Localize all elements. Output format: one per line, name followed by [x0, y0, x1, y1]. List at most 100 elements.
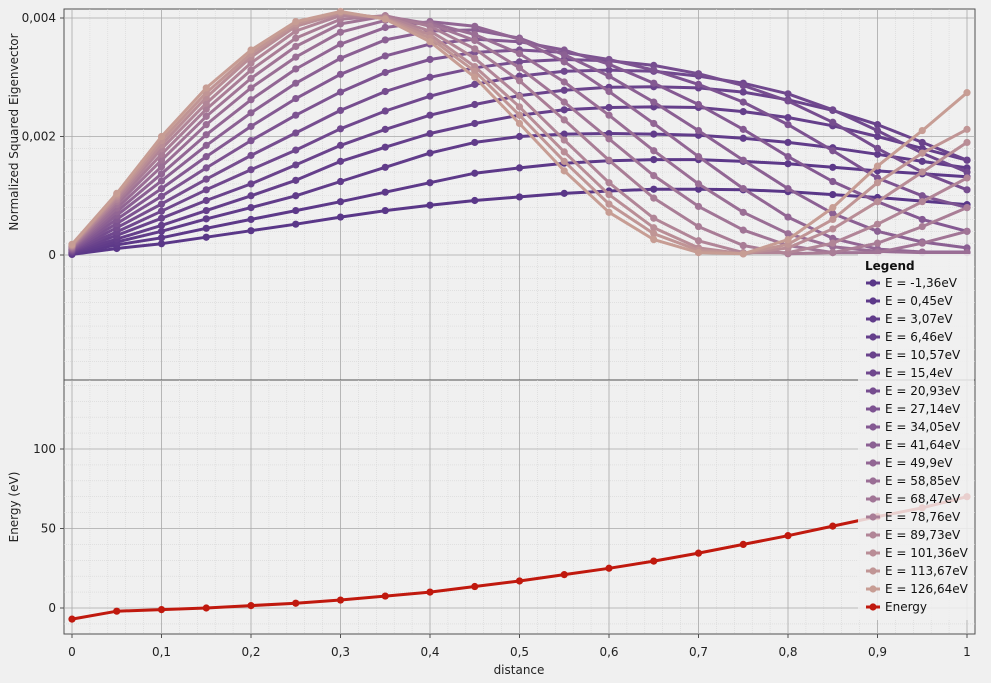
data-point [694, 222, 703, 231]
data-point [157, 605, 166, 614]
legend-item[interactable]: E = 15,4eV [866, 366, 953, 380]
data-point [157, 214, 166, 222]
data-point [202, 186, 210, 194]
data-point [873, 144, 882, 152]
legend-item[interactable]: E = 10,57eV [866, 348, 961, 362]
data-point [560, 98, 568, 106]
x-tick-label: 0 [68, 645, 76, 659]
legend-label: E = 0,45eV [885, 294, 953, 308]
data-point [113, 189, 121, 197]
legend-item[interactable]: E = 34,05eV [866, 420, 961, 434]
data-point [694, 153, 703, 161]
data-point [784, 160, 792, 168]
data-point [336, 157, 345, 165]
data-point [247, 151, 255, 160]
data-point [694, 237, 703, 245]
data-point [650, 214, 658, 222]
legend-items[interactable]: E = -1,36eV E = 0,45eV E = 3,07eV E = 6,46e… [866, 276, 969, 614]
lower-series-group [68, 493, 971, 623]
x-tick-label: 0,3 [331, 645, 350, 659]
legend-item[interactable]: E = 58,85eV [866, 474, 961, 488]
data-point [381, 143, 389, 151]
legend-item[interactable]: E = 0,45eV [866, 294, 953, 308]
data-point [739, 81, 747, 90]
legend-label: E = 101,36eV [885, 546, 969, 560]
legend-item[interactable]: E = 68,47eV [866, 492, 961, 506]
data-point [292, 79, 300, 87]
data-point [381, 163, 389, 171]
legend-item[interactable]: E = 41,64eV [866, 438, 961, 452]
data-point [336, 70, 345, 78]
legend-item[interactable]: E = 89,73eV [866, 528, 961, 542]
data-point [918, 149, 926, 157]
data-point [873, 121, 882, 129]
data-point [247, 204, 255, 212]
data-point [829, 522, 837, 530]
data-point [336, 88, 345, 96]
data-point [829, 215, 837, 224]
data-point [515, 132, 524, 141]
data-point [202, 141, 210, 149]
data-point [157, 132, 166, 141]
data-point [918, 138, 926, 147]
data-point [605, 564, 613, 572]
legend-item[interactable]: E = 20,93eV [866, 384, 961, 398]
legend-item[interactable]: E = 27,14eV [866, 402, 961, 416]
energy-series [68, 493, 971, 623]
data-point [202, 105, 210, 113]
data-point [157, 177, 166, 185]
data-point [336, 141, 345, 149]
legend-item[interactable]: E = 6,46eV [866, 330, 953, 344]
legend-item[interactable]: E = 126,64eV [866, 582, 969, 596]
data-point [650, 98, 658, 106]
data-point [918, 239, 926, 247]
data-point [381, 188, 389, 196]
legend-item[interactable]: E = 3,07eV [866, 312, 953, 326]
legend-item[interactable]: E = 101,36eV [866, 546, 969, 560]
legend-item[interactable]: E = 113,67eV [866, 564, 969, 578]
data-point [873, 126, 882, 135]
data-point [560, 86, 568, 94]
legend-label: E = 10,57eV [885, 348, 961, 362]
data-point [471, 169, 479, 177]
data-point [381, 206, 389, 215]
legend-item[interactable]: E = 49,9eV [866, 456, 953, 470]
lower-panel: 0 50 100 Energy (eV) [7, 379, 976, 635]
data-point [873, 179, 882, 187]
data-point [247, 46, 255, 54]
data-point [157, 163, 166, 171]
data-point [829, 249, 837, 257]
legend-item[interactable]: Energy [866, 600, 927, 614]
legend-item[interactable]: E = -1,36eV [866, 276, 958, 290]
data-point [918, 168, 926, 176]
legend-marker [869, 495, 877, 503]
x-tick-label: 0,2 [241, 645, 260, 659]
data-point [739, 241, 747, 250]
data-point [560, 157, 568, 165]
x-tick-label: 0,6 [599, 645, 618, 659]
data-point [471, 196, 479, 205]
data-point [650, 194, 658, 202]
data-point [471, 119, 479, 128]
data-point [202, 224, 210, 232]
data-point [873, 150, 882, 158]
legend-item[interactable]: E = 78,76eV [866, 510, 961, 524]
data-point [605, 179, 613, 187]
data-point [963, 168, 971, 176]
data-point [471, 30, 479, 39]
data-point [247, 180, 255, 188]
data-point [247, 227, 255, 235]
data-point [694, 80, 703, 88]
data-point [784, 90, 792, 98]
legend-title: Legend [865, 259, 915, 273]
data-point [560, 58, 568, 66]
data-point [515, 164, 524, 172]
data-point [918, 126, 926, 135]
legend-marker [869, 513, 877, 521]
legend-label: E = 49,9eV [885, 456, 953, 470]
data-point [202, 206, 210, 215]
data-point [784, 113, 792, 122]
data-point [515, 64, 524, 72]
